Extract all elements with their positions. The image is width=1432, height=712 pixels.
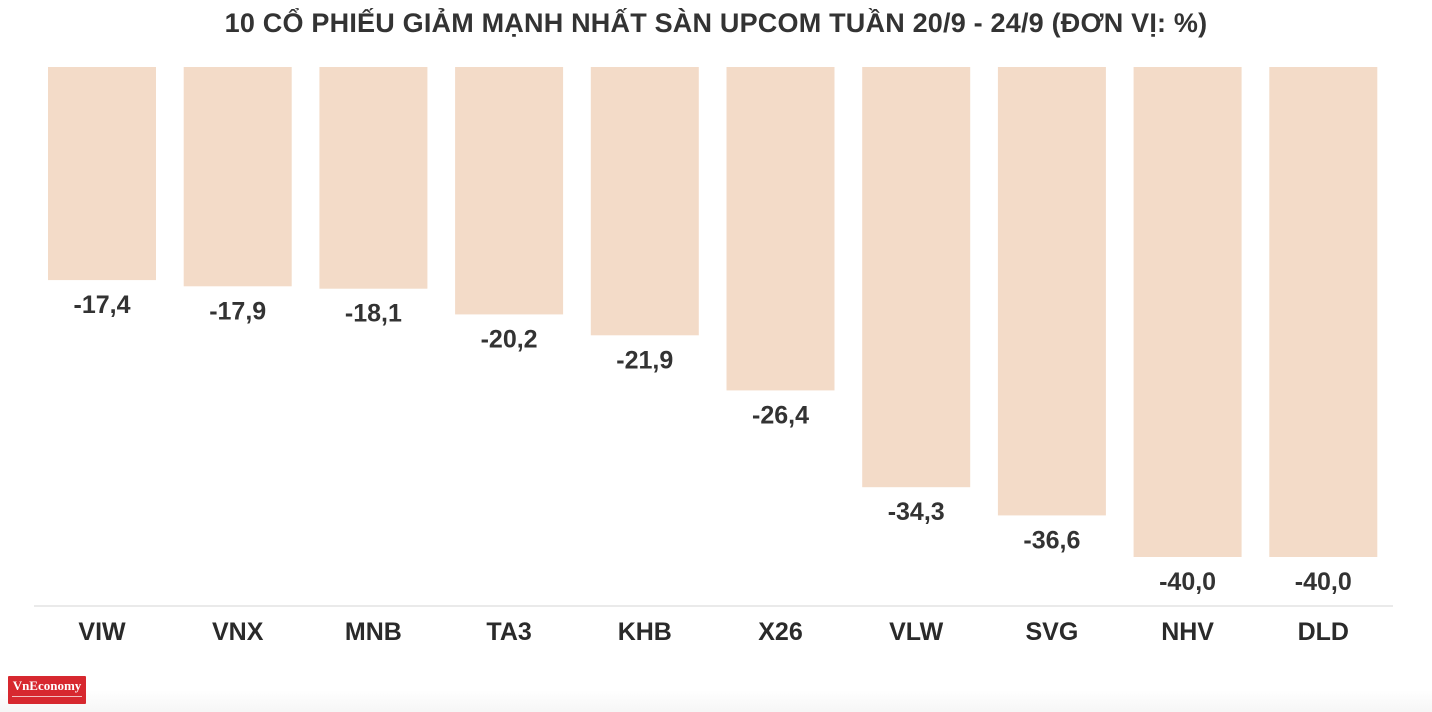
vneconomy-logo: VnEconomy [8, 676, 86, 704]
bars-layer: -17,4 -17,9 -18,1 -20,2 -21,9 -26,4 -34,3 -36,6… [48, 67, 1378, 596]
bar-viw [48, 67, 156, 281]
bar-value-label: -26,4 [752, 401, 809, 429]
category-label-nhv: NHV [1161, 618, 1214, 646]
category-label-svg: SVG [1026, 618, 1079, 646]
bar-vlw [862, 67, 971, 488]
bar-value-label: -34,3 [888, 498, 945, 526]
bar-value-label: -20,2 [481, 325, 538, 353]
bar-value-label: -40,0 [1295, 568, 1352, 596]
bar-value-label: -17,4 [74, 291, 131, 319]
bar-nhv [1133, 67, 1242, 557]
bar-value-label: -21,9 [616, 346, 673, 374]
bar-ta3 [455, 67, 564, 315]
category-label-mnb: MNB [345, 618, 402, 646]
category-label-vnx: VNX [212, 618, 264, 646]
bar-mnb [319, 67, 428, 289]
category-label-vlw: VLW [889, 618, 944, 646]
bar-svg [997, 67, 1106, 516]
category-label-x26: X26 [758, 618, 802, 646]
bar-vnx [183, 67, 292, 287]
category-label-ta3: TA3 [486, 618, 531, 646]
bar-value-label: -18,1 [345, 300, 402, 328]
bar-dld [1269, 67, 1378, 557]
bar-khb [590, 67, 699, 336]
bar-value-label: -40,0 [1159, 568, 1216, 596]
category-label-khb: KHB [618, 618, 672, 646]
bar-value-label: -17,9 [209, 297, 266, 325]
chart-title: 10 CỔ PHIẾU GIẢM MẠNH NHẤT SÀN UPCOM TUẦ… [224, 8, 1208, 38]
logo-text: VnEconomy [12, 678, 82, 693]
logo-underline [12, 696, 82, 700]
category-label-dld: DLD [1298, 618, 1349, 646]
bar-value-label: -36,6 [1023, 526, 1080, 554]
category-labels: VIW VNX MNB TA3 KHB X26 VLW SVG NHV DLD [78, 618, 1349, 646]
bar-x26 [726, 67, 835, 391]
footer-band [0, 690, 1432, 712]
category-label-viw: VIW [78, 618, 126, 646]
